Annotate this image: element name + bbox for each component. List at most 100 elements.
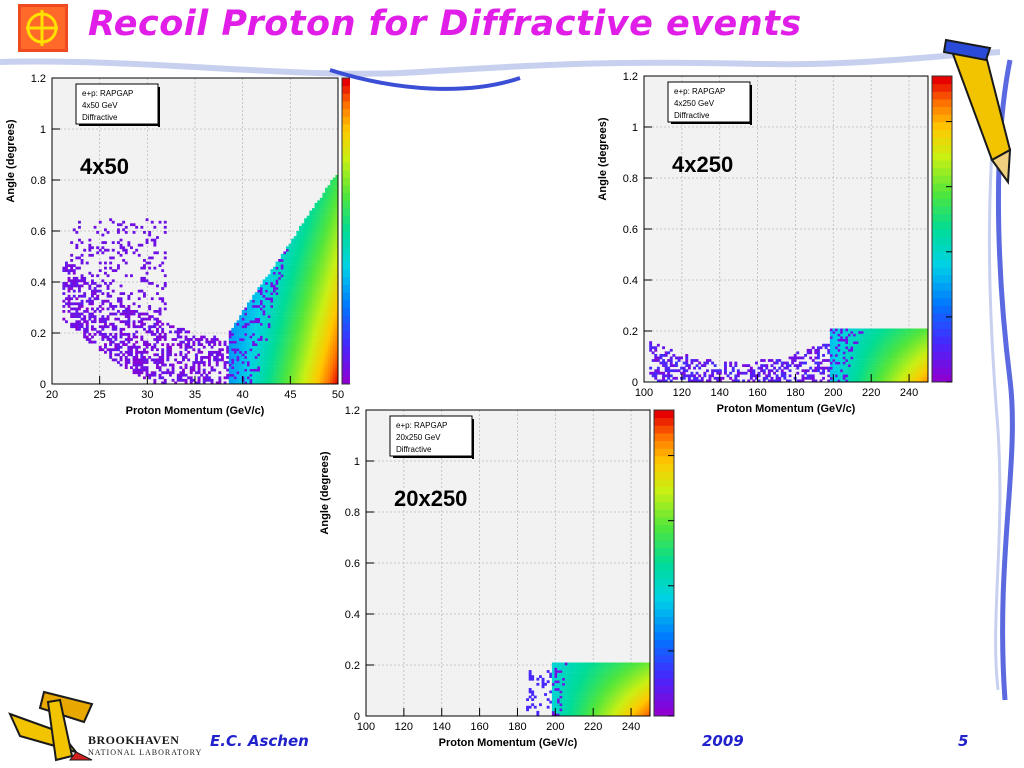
colorbar-segment	[654, 631, 674, 640]
legend-entry: 20x250 GeV	[396, 433, 441, 442]
colorbar-segment	[932, 83, 952, 92]
colorbar-frame	[931, 75, 953, 383]
lab-subtitle: NATIONAL LABORATORY	[88, 748, 203, 757]
colorbar-segment	[932, 359, 952, 368]
slide-title: Recoil Proton for Diffractive events	[88, 4, 802, 44]
colorbar-segment	[342, 162, 350, 171]
colorbar-segment	[932, 328, 952, 337]
legend-shadow	[158, 87, 160, 127]
colorbar-segment	[932, 267, 952, 276]
x-tick-label: 100	[357, 721, 375, 733]
y-tick-label: 1.2	[345, 405, 360, 417]
colorbar-segment	[342, 238, 350, 247]
colorbar-segment	[342, 299, 350, 308]
colorbar-segment	[342, 284, 350, 293]
x-tick-label: 240	[622, 721, 640, 733]
panel-label: 4x250	[672, 152, 733, 177]
x-tick-label: 25	[94, 389, 106, 401]
colorbar-segment	[654, 685, 674, 694]
footer-page-number: 5	[958, 732, 969, 750]
legend-entry: 4x250 GeV	[674, 99, 715, 108]
colorbar-segment	[932, 297, 952, 306]
colorbar-segment	[932, 160, 952, 169]
legend-entry: Diffractive	[674, 111, 710, 120]
colorbar-segment	[342, 322, 350, 331]
y-tick-label: 1	[632, 122, 638, 134]
x-tick-label: 180	[508, 721, 526, 733]
x-tick-label: 180	[786, 387, 804, 399]
logo-icon	[18, 4, 68, 52]
y-tick-label: 0.8	[623, 173, 638, 185]
colorbar-segment	[932, 121, 952, 131]
colorbar-segment	[932, 213, 952, 222]
legend-shadow	[79, 124, 160, 126]
y-tick-label: 0.4	[31, 277, 46, 289]
y-tick-label: 0.6	[345, 558, 360, 570]
colorbar-segment	[654, 448, 674, 457]
colorbar-segment	[654, 647, 674, 656]
x-axis-label: Proton Momentum (GeV/c)	[126, 405, 265, 417]
y-tick-label: 0.2	[345, 660, 360, 672]
colorbar-segment	[654, 570, 674, 579]
footer-year: 2009	[702, 732, 744, 750]
colorbar-segment	[932, 244, 952, 253]
colorbar-segment	[342, 345, 350, 354]
colorbar-segment	[342, 192, 350, 201]
colorbar-segment	[342, 85, 350, 94]
colorbar-segment	[342, 93, 350, 102]
colorbar-segment	[342, 246, 350, 255]
colorbar-segment	[342, 368, 350, 377]
y-tick-label: 1.2	[623, 71, 638, 83]
x-axis-label: Proton Momentum (GeV/c)	[439, 737, 578, 749]
colorbar-segment	[932, 206, 952, 215]
colorbar-segment	[932, 167, 952, 176]
colorbar-segment	[342, 215, 350, 224]
y-axis-label: Angle (degrees)	[319, 451, 331, 534]
colorbar-segment	[932, 106, 952, 115]
colorbar-segment	[342, 154, 350, 163]
colorbar-segment	[342, 169, 350, 178]
panel-label: 4x50	[80, 154, 129, 179]
legend-box: e+p: RAPGAP 20x250 GeV Diffractive	[389, 415, 474, 459]
colorbar-segment	[932, 114, 952, 123]
y-tick-label: 0.8	[31, 175, 46, 187]
x-tick-label: 220	[584, 721, 602, 733]
colorbar-segment	[654, 509, 674, 518]
lab-name: BROOKHAVEN	[88, 733, 180, 747]
x-tick-label: 200	[824, 387, 842, 399]
legend-entry: 4x50 GeV	[82, 101, 118, 110]
x-tick-label: 120	[673, 387, 691, 399]
colorbar-segment	[932, 374, 952, 383]
colorbar-segment	[932, 336, 952, 345]
colorbar-segment	[654, 478, 674, 487]
x-tick-label: 45	[284, 389, 296, 401]
colorbar-segment	[342, 315, 350, 324]
colorbar-segment	[932, 366, 952, 375]
legend-shadow	[671, 122, 752, 124]
heatmap-cells	[526, 662, 651, 717]
colorbar-segment	[654, 410, 674, 419]
legend-entry: Diffractive	[82, 113, 118, 122]
x-tick-label: 160	[470, 721, 488, 733]
colorbar-segment	[654, 601, 674, 610]
colorbar-segment	[932, 152, 952, 161]
colorbar-segment	[932, 313, 952, 322]
colorbar-segment	[342, 139, 350, 148]
colorbar-segment	[654, 471, 674, 480]
colorbar-segment	[654, 563, 674, 572]
colorbar-segment	[932, 76, 952, 85]
colorbar-segment	[932, 144, 952, 153]
colorbar-segment	[932, 290, 952, 299]
colorbar-segment	[342, 292, 350, 301]
y-tick-label: 0	[40, 379, 46, 391]
y-tick-label: 0.4	[345, 609, 360, 621]
colorbar-segment	[932, 259, 952, 268]
crayon-icon-bottom-left	[8, 690, 94, 762]
colorbar-segment	[932, 320, 952, 329]
legend-entry: Diffractive	[396, 445, 432, 454]
colorbar-segment	[932, 305, 952, 314]
colorbar-segment	[654, 616, 674, 625]
colorbar-segment	[932, 91, 952, 100]
y-tick-label: 1	[354, 456, 360, 468]
colorbar-segment	[932, 137, 952, 146]
